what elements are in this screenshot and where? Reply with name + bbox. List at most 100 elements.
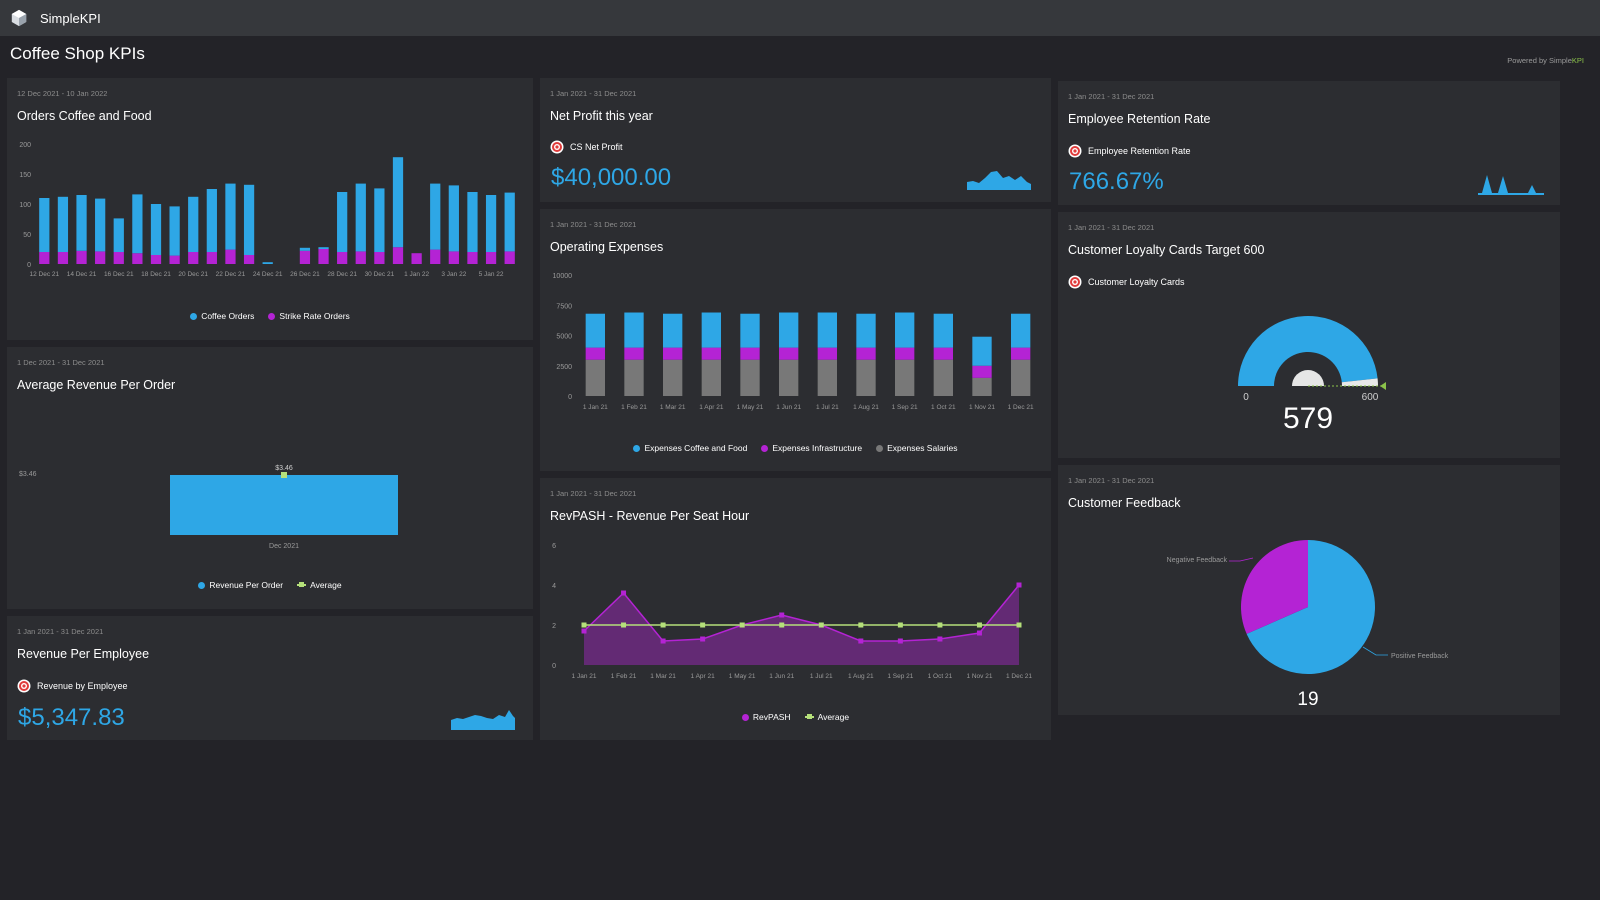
orders-card[interactable]: 12 Dec 2021 - 10 Jan 2022 Orders Coffee … [7, 78, 533, 340]
x-tick-label: 1 Oct 21 [928, 673, 953, 680]
bar-salaries [933, 359, 953, 396]
bar-strike-rate [392, 247, 404, 264]
bar-salaries [817, 359, 837, 396]
x-tick-label: 1 Aug 21 [848, 673, 874, 680]
bar-infrastructure [817, 347, 837, 360]
card-title: Net Profit this year [550, 109, 653, 123]
gauge-max-label: 600 [1362, 392, 1379, 403]
legend-item[interactable]: Average [297, 580, 342, 590]
orders-chart: 0 50 100 150 200 12 Dec 21 14 Dec 21 16 Dec 21 1… [19, 142, 515, 278]
operating-expenses-chart: 0 2500 5000 7500 10000 1 Jan 21 1 Feb 21 1 Mar … [553, 273, 1035, 411]
bar-coffee-food [895, 312, 915, 348]
customer-loyalty-card[interactable]: 1 Jan 2021 - 31 Dec 2021 Customer Loyalt… [1058, 212, 1560, 458]
bar-coffee-orders [504, 192, 515, 252]
avg-revenue-card[interactable]: 1 Dec 2021 - 31 Dec 2021 Average Revenue… [7, 347, 533, 609]
legend-item[interactable]: Average [804, 712, 849, 722]
x-tick-label: 1 Dec 21 [1006, 673, 1032, 680]
legend-label: Expenses Salaries [887, 443, 958, 453]
brand-name[interactable]: SimpleKPI [40, 10, 101, 26]
legend-item[interactable]: RevPASH [741, 712, 791, 722]
bar-coffee-orders [467, 192, 478, 252]
bar-salaries [624, 359, 644, 396]
kpi-row[interactable]: Customer Loyalty Cards [1068, 275, 1185, 289]
card-date-range: 1 Jan 2021 - 31 Dec 2021 [1068, 92, 1155, 101]
legend-item[interactable]: Expenses Salaries [876, 443, 958, 453]
x-tick-label: 20 Dec 21 [178, 271, 208, 278]
legend-item[interactable]: Coffee Orders [190, 311, 254, 321]
revpash-card[interactable]: 1 Jan 2021 - 31 Dec 2021 RevPASH - Reven… [540, 478, 1051, 740]
kpi-row[interactable]: Revenue by Employee [17, 679, 128, 693]
bar-coffee-orders [225, 183, 236, 250]
bar-coffee-orders [76, 195, 87, 251]
average-point [937, 622, 943, 628]
x-tick-label: 1 Jun 21 [776, 404, 801, 411]
bar-coffee-food [663, 313, 683, 348]
data-label: $3.46 [275, 465, 293, 472]
revpash-point [937, 636, 943, 642]
target-icon [1068, 275, 1082, 289]
bar-salaries [856, 359, 876, 396]
card-date-range: 12 Dec 2021 - 10 Jan 2022 [17, 89, 108, 98]
gauge-value: 579 [1283, 402, 1333, 435]
y-tick-label: 7500 [556, 303, 572, 310]
bar-coffee-orders [318, 247, 329, 249]
x-tick-label: 18 Dec 21 [141, 271, 171, 278]
bar-coffee-orders [262, 262, 273, 264]
bar-infrastructure [933, 347, 953, 360]
x-tick-label: 1 Aug 21 [853, 404, 879, 411]
customer-feedback-card[interactable]: 1 Jan 2021 - 31 Dec 2021 Customer Feedba… [1058, 465, 1560, 715]
legend-item[interactable]: Expenses Coffee and Food [633, 443, 747, 453]
gauge-min-label: 0 [1243, 392, 1249, 403]
legend-item[interactable]: Expenses Infrastructure [761, 443, 862, 453]
net-profit-card[interactable]: 1 Jan 2021 - 31 Dec 2021 Net Profit this… [540, 78, 1051, 202]
bar-strike-rate [318, 249, 329, 264]
kpi-row[interactable]: Employee Retention Rate [1068, 144, 1191, 158]
bar-coffee-orders [392, 157, 404, 248]
average-point [700, 622, 706, 628]
average-point [818, 622, 824, 628]
bar-salaries [701, 359, 721, 396]
card-title: Customer Loyalty Cards Target 600 [1068, 243, 1265, 257]
legend-item[interactable]: Strike Rate Orders [268, 311, 350, 321]
x-tick-label: 14 Dec 21 [67, 271, 97, 278]
average-point [581, 622, 587, 628]
employee-retention-card[interactable]: 1 Jan 2021 - 31 Dec 2021 Employee Retent… [1058, 81, 1560, 205]
y-tick-label: 0 [27, 262, 31, 269]
bar-coffee-orders [299, 247, 311, 251]
revpash-legend: RevPASH Average [540, 712, 1051, 722]
revenue-per-employee-card[interactable]: 1 Jan 2021 - 31 Dec 2021 Revenue Per Emp… [7, 616, 533, 740]
y-tick-label: 100 [19, 202, 31, 209]
bar-infrastructure [1011, 347, 1031, 360]
y-tick-label: 150 [19, 172, 31, 179]
bar-strike-rate [150, 255, 162, 264]
x-tick-label: 1 Feb 21 [611, 673, 637, 680]
legend-item[interactable]: Revenue Per Order [198, 580, 283, 590]
x-tick-label: 1 Apr 21 [699, 404, 724, 411]
revpash-point [897, 638, 903, 644]
x-tick-label: 1 Sep 21 [892, 404, 918, 411]
y-tick-label: 0 [568, 394, 572, 401]
bar-revenue-per-order [170, 475, 398, 535]
powered-by-link[interactable]: Powered by SimpleKPI [1507, 56, 1584, 65]
x-tick-label: 1 Jun 21 [769, 673, 794, 680]
bar-coffee-orders [57, 196, 69, 252]
bar-coffee-food [856, 313, 876, 348]
bar-coffee-orders [337, 192, 348, 252]
x-tick-label: 1 Jan 22 [404, 271, 429, 278]
x-tick-label: 1 May 21 [737, 404, 764, 411]
card-date-range: 1 Jan 2021 - 31 Dec 2021 [17, 627, 104, 636]
operating-expenses-card[interactable]: 1 Jan 2021 - 31 Dec 2021 Operating Expen… [540, 209, 1051, 471]
kpi-row[interactable]: CS Net Profit [550, 140, 623, 154]
card-title: Orders Coffee and Food [17, 109, 152, 123]
pie-label-positive: Positive Feedback [1391, 653, 1449, 660]
bar-strike-rate [467, 252, 478, 264]
operating-expenses-legend: Expenses Coffee and Food Expenses Infras… [540, 443, 1051, 453]
x-tick-label: 30 Dec 21 [365, 271, 395, 278]
x-tick-label: 24 Dec 21 [253, 271, 283, 278]
card-title: Employee Retention Rate [1068, 112, 1211, 126]
bar-infrastructure [663, 347, 683, 360]
target-icon [1068, 144, 1082, 158]
x-tick-label: 1 Jan 21 [572, 673, 597, 680]
card-title: Average Revenue Per Order [17, 378, 176, 392]
legend-label: Revenue Per Order [209, 580, 284, 590]
